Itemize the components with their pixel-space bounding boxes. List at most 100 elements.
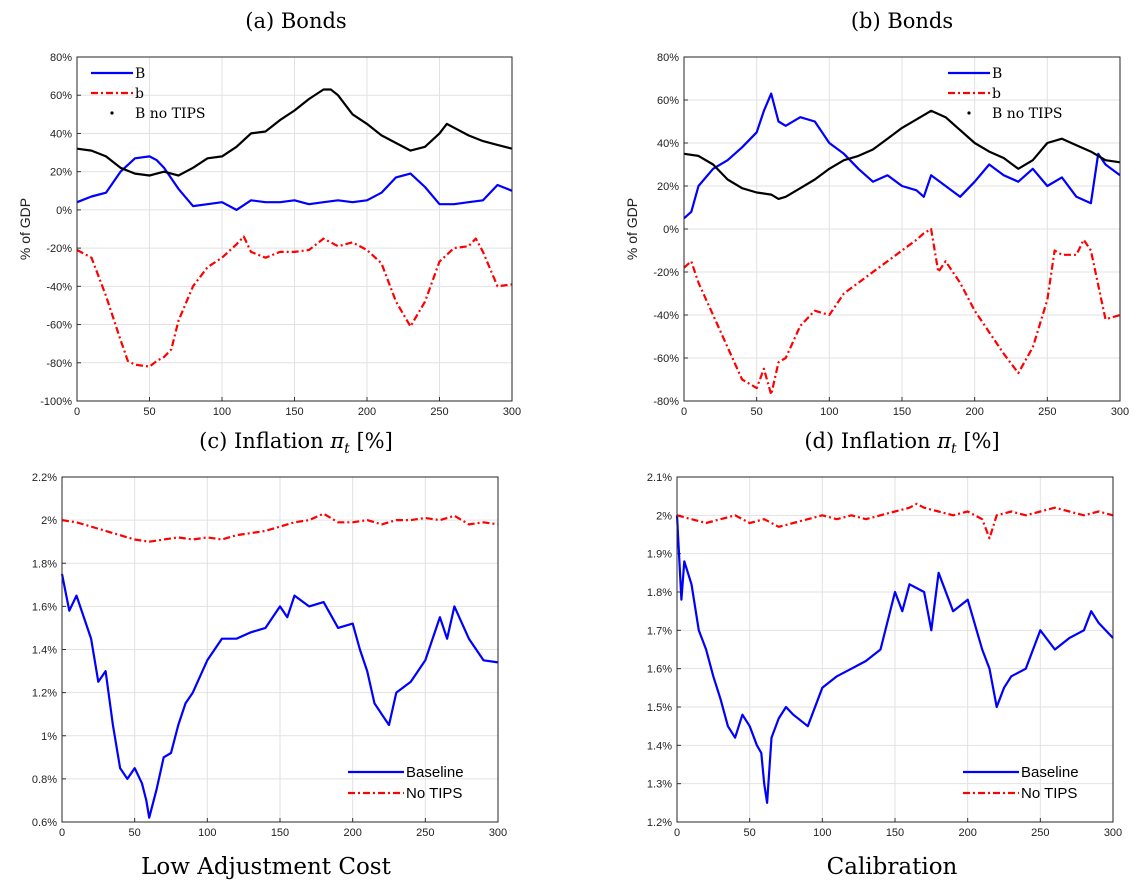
footer-left: Low Adjustment Cost [141, 854, 391, 880]
b-ylabel: % of GDP [624, 198, 640, 260]
c-xtick-label: 250 [416, 827, 434, 839]
d-ytick-label: 1.3% [647, 779, 672, 791]
d-ytick-label: 2.1% [647, 472, 672, 484]
b-ytick-label: -80% [653, 396, 679, 408]
c-xtick-label: 150 [271, 827, 289, 839]
c-axes-box [61, 476, 499, 823]
b-axes-box [683, 56, 1121, 402]
d-axes-box [676, 476, 1114, 823]
d-xtick-label: 100 [813, 827, 831, 839]
b-legend-label: B no TIPS [992, 106, 1063, 122]
a-legend: Bb B no TIPS [91, 66, 206, 122]
b-series-1-line [683, 227, 1121, 396]
c-xtick-label: 50 [129, 827, 141, 839]
footer-right: Calibration [827, 854, 958, 880]
panel-c: 0.6% 0.8% 1% 1.2% 1.4% 1.6% 1.8% 2% 2.2% 0 50 100 15… [32, 472, 507, 839]
b-ytick-label: 0% [663, 224, 679, 236]
b-legend: Bb B no TIPS [948, 66, 1063, 122]
b-legend-label: B [992, 66, 1002, 82]
b-xtick-label: 300 [1111, 406, 1129, 418]
b-ytick-label: 60% [657, 95, 679, 107]
panel-b: -80% -60% -40% -20% 0% 20% 40% 60% 80% 0 50 100 150 2… [624, 52, 1129, 418]
a-ytick-label: 20% [50, 167, 72, 179]
a-xtick-label: 50 [143, 406, 155, 418]
b-xtick-label: 250 [1038, 406, 1056, 418]
a-ytick-label: 0% [56, 205, 72, 217]
c-series-0-line [60, 573, 499, 819]
a-ytick-label: -40% [46, 281, 72, 293]
d-series-1-line [676, 502, 1114, 540]
b-xtick-label: 100 [820, 406, 838, 418]
a-xtick-label: 300 [503, 406, 521, 418]
d-xtick-label: 50 [744, 827, 756, 839]
a-ytick-label: 40% [50, 128, 72, 140]
b-legend-swatch [967, 111, 971, 115]
a-legend-label: B [135, 66, 145, 82]
c-ytick-label: 1.4% [32, 645, 57, 657]
b-ytick-label: 20% [657, 181, 679, 193]
d-ytick-label: 1.7% [647, 625, 672, 637]
panel-b-title: (b) Bonds [851, 9, 953, 33]
b-ytick-label: -20% [653, 267, 679, 279]
c-xtick-label: 0 [59, 827, 65, 839]
d-series-0-line [675, 515, 1114, 804]
d-ytick-label: 1.8% [647, 587, 672, 599]
a-xtick-label: 100 [213, 406, 231, 418]
b-xtick-label: 150 [893, 406, 911, 418]
c-series-1-line [61, 512, 499, 543]
panel-d-title: (d) Inflation πt [%] [804, 429, 999, 457]
svg-text:(d) Inflation πt [%]: (d) Inflation πt [%] [804, 429, 999, 457]
panel-d-title-text: (d) Inflation [804, 429, 930, 453]
a-xtick-label: 150 [285, 406, 303, 418]
b-xtick-label: 200 [965, 406, 983, 418]
c-xtick-label: 100 [198, 827, 216, 839]
d-xtick-label: 150 [886, 827, 904, 839]
a-series-0-line [76, 155, 513, 211]
b-xtick-label: 0 [681, 406, 687, 418]
c-ytick-label: 1% [41, 731, 57, 743]
a-ytick-label: 80% [50, 52, 72, 64]
d-legend-label: Baseline [1021, 764, 1079, 781]
a-ytick-label: 60% [50, 90, 72, 102]
panel-a-title: (a) Bonds [245, 9, 346, 33]
c-xtick-label: 200 [343, 827, 361, 839]
b-series-2-line [683, 109, 1121, 200]
a-ytick-label: -20% [46, 243, 72, 255]
d-xtick-label: 0 [674, 827, 680, 839]
c-legend: Baseline No TIPS [348, 764, 464, 802]
d-legend: Baseline No TIPS [963, 764, 1079, 802]
c-ytick-label: 1.8% [32, 558, 57, 570]
b-ytick-label: -60% [653, 353, 679, 365]
a-ytick-label: -100% [40, 396, 72, 408]
c-ytick-label: 1.6% [32, 601, 57, 613]
a-xtick-label: 0 [74, 406, 80, 418]
a-legend-label: B no TIPS [135, 106, 206, 122]
d-ytick-label: 1.4% [647, 740, 672, 752]
panel-a: -100% -80% -60% -40% -20% 0% 20% 40% 60% 80% 0 50 10… [17, 52, 521, 418]
b-series-0-line [683, 92, 1121, 220]
c-legend-label: Baseline [406, 764, 464, 781]
d-xtick-label: 300 [1104, 827, 1122, 839]
b-ytick-label: 80% [657, 52, 679, 64]
b-ytick-label: -40% [653, 310, 679, 322]
a-legend-swatch [110, 111, 114, 115]
a-xtick-label: 200 [358, 406, 376, 418]
d-legend-label: No TIPS [1021, 785, 1077, 802]
c-ytick-label: 0.6% [32, 817, 57, 829]
a-ytick-label: -80% [46, 358, 72, 370]
c-xtick-label: 300 [489, 827, 507, 839]
c-legend-label: No TIPS [406, 785, 462, 802]
a-xtick-label: 250 [430, 406, 448, 418]
b-ytick-label: 40% [657, 138, 679, 150]
svg-text:(c) Inflation πt [%]: (c) Inflation πt [%] [199, 429, 393, 457]
d-xtick-label: 200 [958, 827, 976, 839]
a-series-2-line [76, 88, 513, 177]
a-legend-label: b [135, 86, 144, 102]
a-ylabel: % of GDP [17, 198, 33, 260]
c-ytick-label: 2% [41, 515, 57, 527]
b-xtick-label: 50 [751, 406, 763, 418]
d-xtick-label: 250 [1031, 827, 1049, 839]
d-ytick-label: 1.5% [647, 702, 672, 714]
c-ytick-label: 0.8% [32, 774, 57, 786]
b-legend-label: b [992, 86, 1001, 102]
